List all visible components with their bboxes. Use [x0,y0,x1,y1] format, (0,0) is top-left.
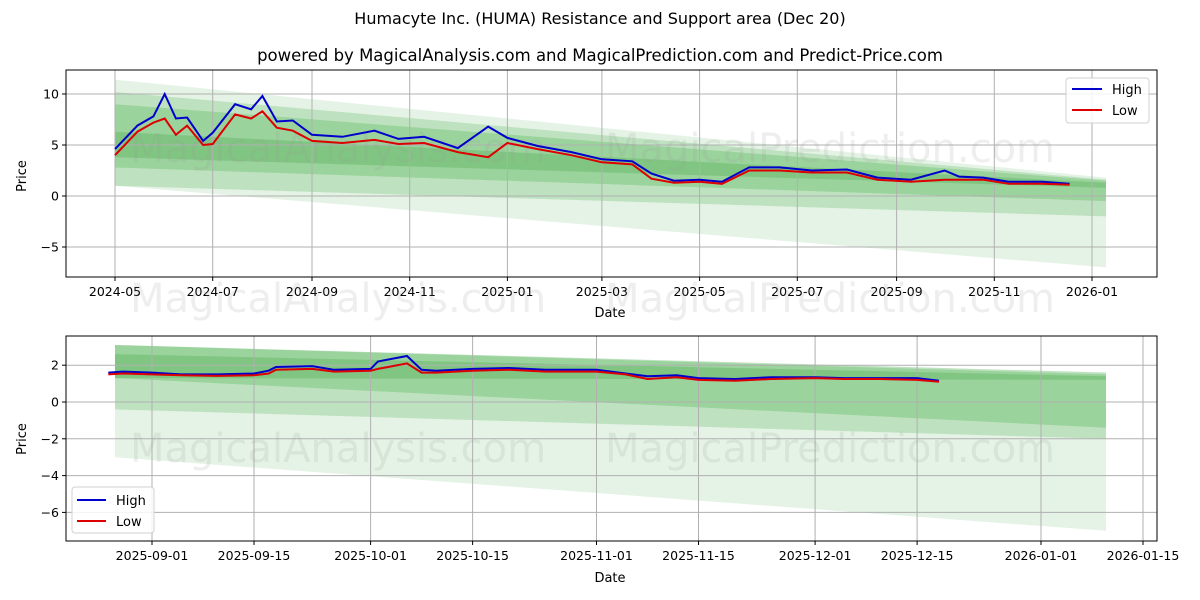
low-price-line [108,362,940,383]
x-tick-label: 2025-05 [673,284,725,299]
x-tick-label: 2025-10-01 [334,548,407,563]
x-tick-label: 2025-07 [771,284,823,299]
y-axis-label: Price [15,423,30,455]
legend: High Low [1065,77,1150,124]
y-axis-label: Price [15,160,30,192]
x-axis-ticks: 2024-05 2024-07 2024-09 2024-11 2025-01 2025-… [89,277,1118,299]
y-tick-label: 0 [51,189,59,204]
top-chart: MagicalAnalysis.com MagicalPrediction.co… [15,69,1158,322]
legend-high-label: High [116,494,146,509]
legend-low-label: Low [1112,104,1138,119]
watermark-analysis: MagicalAnalysis.com [130,426,546,472]
watermark-prediction-2: MagicalPrediction.com [605,276,1055,322]
y-tick-label: 2 [51,358,59,373]
x-tick-label: 2024-09 [286,284,338,299]
y-tick-label: −6 [41,505,59,520]
legend-high-label: High [1112,83,1142,98]
x-tick-label: 2026-01-01 [1005,548,1078,563]
y-tick-label: −5 [41,240,59,255]
x-tick-label: 2024-05 [89,284,141,299]
band-core [115,354,1106,380]
legend: High Low [71,486,155,534]
x-tick-label: 2025-09 [870,284,922,299]
band-outer-light [115,344,1106,531]
chart-subtitle: powered by MagicalAnalysis.com and Magic… [257,46,943,65]
x-tick-label: 2025-03 [576,284,628,299]
watermark-prediction: MagicalPrediction.com [605,126,1055,172]
x-tick-label: 2025-12-01 [779,548,852,563]
band-mid [115,91,1106,217]
bottom-chart: MagicalAnalysis.com MagicalPrediction.co… [15,335,1180,586]
y-tick-label: −2 [41,431,59,446]
resistance-support-bands [115,79,1106,268]
x-tick-label: 2026-01 [1066,284,1118,299]
watermark-prediction: MagicalPrediction.com [605,426,1055,472]
x-tick-label: 2025-09-01 [116,548,189,563]
x-tick-label: 2025-11-15 [662,548,735,563]
chart-title: Humacyte Inc. (HUMA) Resistance and Supp… [354,9,846,28]
plot-frame [65,69,1158,278]
x-tick-label: 2026-01-15 [1107,548,1180,563]
x-axis-ticks: 2025-09-01 2025-09-15 2025-10-01 2025-10-15… [116,541,1180,563]
x-tick-label: 2025-12-15 [881,548,954,563]
y-tick-label: 0 [51,395,59,410]
high-price-line [108,354,940,382]
watermark-analysis-2: MagicalAnalysis.com [130,276,546,322]
x-tick-label: 2025-01 [481,284,533,299]
x-tick-label: 2024-11 [384,284,436,299]
x-axis-label: Date [594,306,625,321]
legend-low-label: Low [116,515,142,530]
high-price-line [114,91,1070,185]
y-axis-ticks: 2 0 −2 −4 −6 [41,358,66,520]
y-tick-label: 5 [51,138,59,153]
x-tick-label: 2025-11-01 [560,548,633,563]
low-price-line [114,109,1070,186]
band-outer-light [115,79,1106,268]
y-axis-ticks: 10 5 0 −5 [41,87,66,255]
y-tick-label: 10 [43,87,59,102]
x-axis-label: Date [594,571,625,586]
y-tick-label: −4 [41,468,59,483]
x-tick-label: 2025-11 [968,284,1020,299]
band-inner [115,104,1106,202]
x-tick-label: 2025-09-15 [218,548,291,563]
x-tick-label: 2025-10-15 [436,548,509,563]
x-tick-label: 2024-07 [187,284,239,299]
